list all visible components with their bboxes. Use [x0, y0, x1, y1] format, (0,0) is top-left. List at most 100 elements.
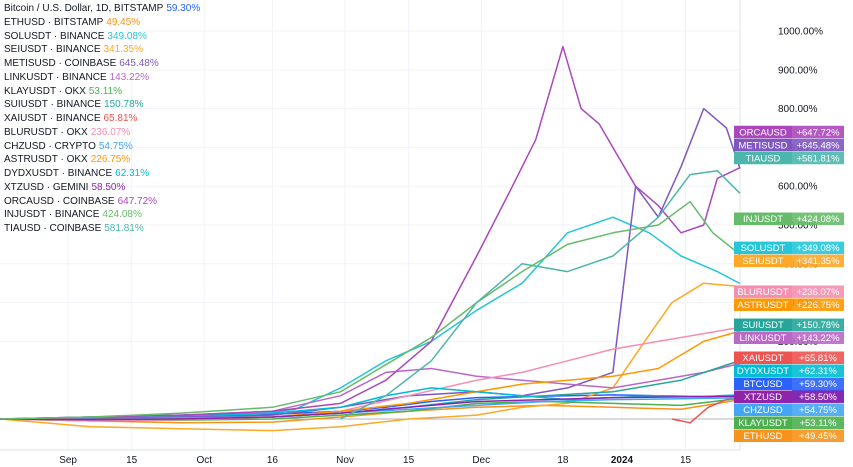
x-tick-label: Nov	[336, 455, 354, 466]
price-label-seiusdt: SEIUSDT +341.35%	[734, 254, 844, 268]
tag-bg	[734, 403, 792, 416]
y-tick-label: 800.00%	[778, 104, 818, 115]
tag-text: SOLUSDT	[741, 243, 786, 254]
legend-item-chzusd[interactable]: CHZUSD · CRYPTO 54.75%	[4, 140, 200, 154]
legend-item-linkusdt[interactable]: LINKUSDT · BINANCE 143.22%	[4, 71, 200, 85]
legend-value: 53.11%	[88, 85, 123, 97]
legend-value: 226.75%	[90, 154, 131, 166]
tag-text: BLURUSDT	[737, 287, 788, 298]
tag-text: METISUSD	[738, 140, 787, 151]
legend-value: 143.22%	[109, 71, 150, 83]
tag-bg	[734, 377, 792, 390]
legend-name: ASTRUSDT · OKX	[4, 154, 88, 166]
x-tick-label: Sep	[59, 455, 77, 466]
tag-bg	[734, 212, 792, 226]
legend-name: BLURUSDT · OKX	[4, 126, 88, 138]
tag-text: LINKUSDT	[740, 333, 787, 344]
value-text: +54.75%	[799, 405, 837, 416]
legend-item-suiusdt[interactable]: SUIUSDT · BINANCE 150.78%	[4, 98, 200, 112]
value-bg	[792, 241, 844, 255]
price-label-tiausd: TIAUSD +581.81%	[734, 151, 844, 165]
value-text: +424.08%	[796, 214, 840, 225]
tag-bg	[734, 364, 792, 377]
legend-item-ethusd[interactable]: ETHUSD · BITSTAMP 49.45%	[4, 16, 200, 30]
legend-item-dydxusdt[interactable]: DYDXUSDT · BINANCE 62.31%	[4, 167, 200, 181]
legend-item-klayusdt[interactable]: KLAYUSDT · OKX 53.11%	[4, 85, 200, 99]
legend-item-btcusd[interactable]: Bitcoin / U.S. Dollar, 1D, BITSTAMP 59.30…	[4, 2, 200, 16]
tag-text: ASTRUSDT	[737, 300, 788, 311]
legend-item-orcausd[interactable]: ORCAUSD · COINBASE 647.72%	[4, 195, 200, 209]
legend-item-astrusdt[interactable]: ASTRUSDT · OKX 226.75%	[4, 153, 200, 167]
x-tick-label: Dec	[472, 455, 490, 466]
legend-name: LINKUSDT · BINANCE	[4, 71, 107, 83]
legend-name: SEIUSDT · BINANCE	[4, 44, 101, 56]
x-tick-label: 16	[267, 455, 279, 466]
tag-text: DYDXUSDT	[737, 366, 789, 377]
value-text: +645.48%	[796, 140, 840, 151]
y-tick-label: 900.00%	[778, 65, 818, 76]
legend-value: 62.31%	[115, 168, 150, 179]
value-text: +65.81%	[799, 353, 837, 364]
legend-name: KLAYUSDT · OKX	[4, 85, 86, 97]
value-bg	[792, 318, 844, 332]
value-bg	[792, 285, 844, 298]
legend-value: 581.81%	[104, 223, 144, 234]
legend-item-xtzusd[interactable]: XTZUSD · GEMINI 58.50%	[4, 181, 200, 195]
legend-name: INJUSDT · BINANCE	[4, 209, 100, 221]
tag-text: KLAYUSDT	[738, 418, 788, 429]
legend-item-metisusd[interactable]: METISUSD · COINBASE 645.48%	[4, 57, 200, 71]
price-label-klayusdt: KLAYUSDT +53.11%	[734, 416, 844, 429]
value-text: +349.08%	[796, 243, 840, 254]
legend-value: 341.35%	[103, 44, 143, 56]
tag-bg	[734, 416, 792, 429]
legend-value: 59.30%	[166, 3, 201, 14]
tag-bg	[734, 331, 792, 345]
value-bg	[792, 364, 844, 377]
price-label-blurusdt: BLURUSDT +236.07%	[734, 285, 844, 298]
x-tick-label: Oct	[197, 455, 213, 466]
x-tick-label: 2024	[611, 455, 634, 466]
value-bg	[792, 298, 844, 311]
series-line-tiausd	[340, 169, 741, 420]
series-line-chzusd	[0, 396, 741, 421]
legend-name: ORCAUSD · COINBASE	[4, 195, 115, 207]
price-label-injusdt: INJUSDT +424.08%	[734, 212, 844, 226]
legend-item-xaiusdt[interactable]: XAIUSDT · BINANCE 65.81%	[4, 112, 200, 126]
legend-item-tiausd[interactable]: TIAUSD · COINBASE 581.81%	[4, 222, 200, 236]
value-text: +53.11%	[799, 418, 837, 429]
legend-item-seiusdt[interactable]: SEIUSDT · BINANCE 341.35%	[4, 43, 200, 57]
legend-value: 150.78%	[104, 99, 144, 111]
value-bg	[792, 254, 844, 268]
tag-bg	[734, 298, 792, 311]
y-tick-label: 500.00%	[778, 221, 818, 232]
value-bg	[792, 390, 844, 403]
legend-item-blurusdt[interactable]: BLURUSDT · OKX 236.07%	[4, 126, 200, 140]
y-tick-label: 1000.00%	[778, 27, 823, 38]
legend-name: XTZUSD · GEMINI	[4, 181, 89, 193]
tag-text: TIAUSD	[746, 153, 781, 164]
legend-item-solusdt[interactable]: SOLUSDT · BINANCE 349.08%	[4, 30, 200, 44]
value-text: +341.35%	[796, 256, 840, 267]
tag-text: INJUSDT	[743, 214, 783, 225]
x-tick-label: 18	[557, 455, 569, 466]
value-text: +581.81%	[796, 153, 840, 164]
value-text: +236.07%	[796, 287, 840, 298]
tag-bg	[734, 429, 792, 442]
x-tick-label: 15	[126, 455, 138, 466]
tag-bg	[734, 390, 792, 403]
price-label-chzusd: CHZUSD +54.75%	[734, 403, 844, 416]
tag-bg	[734, 241, 792, 255]
series-line-orcausd	[0, 45, 741, 420]
price-label-astrusdt: ASTRUSDT +226.75%	[734, 298, 844, 311]
x-tick-label: 15	[680, 455, 692, 466]
legend-value: 49.45%	[106, 16, 141, 28]
tag-bg	[734, 285, 792, 298]
price-label-orcausd: ORCAUSD +647.72%	[734, 125, 844, 139]
legend-item-injusdt[interactable]: INJUSDT · BINANCE 424.08%	[4, 208, 200, 222]
value-bg	[792, 429, 844, 442]
tag-text: XTZUSD	[744, 392, 782, 403]
tag-text: ETHUSD	[743, 431, 782, 442]
tag-bg	[734, 138, 792, 152]
